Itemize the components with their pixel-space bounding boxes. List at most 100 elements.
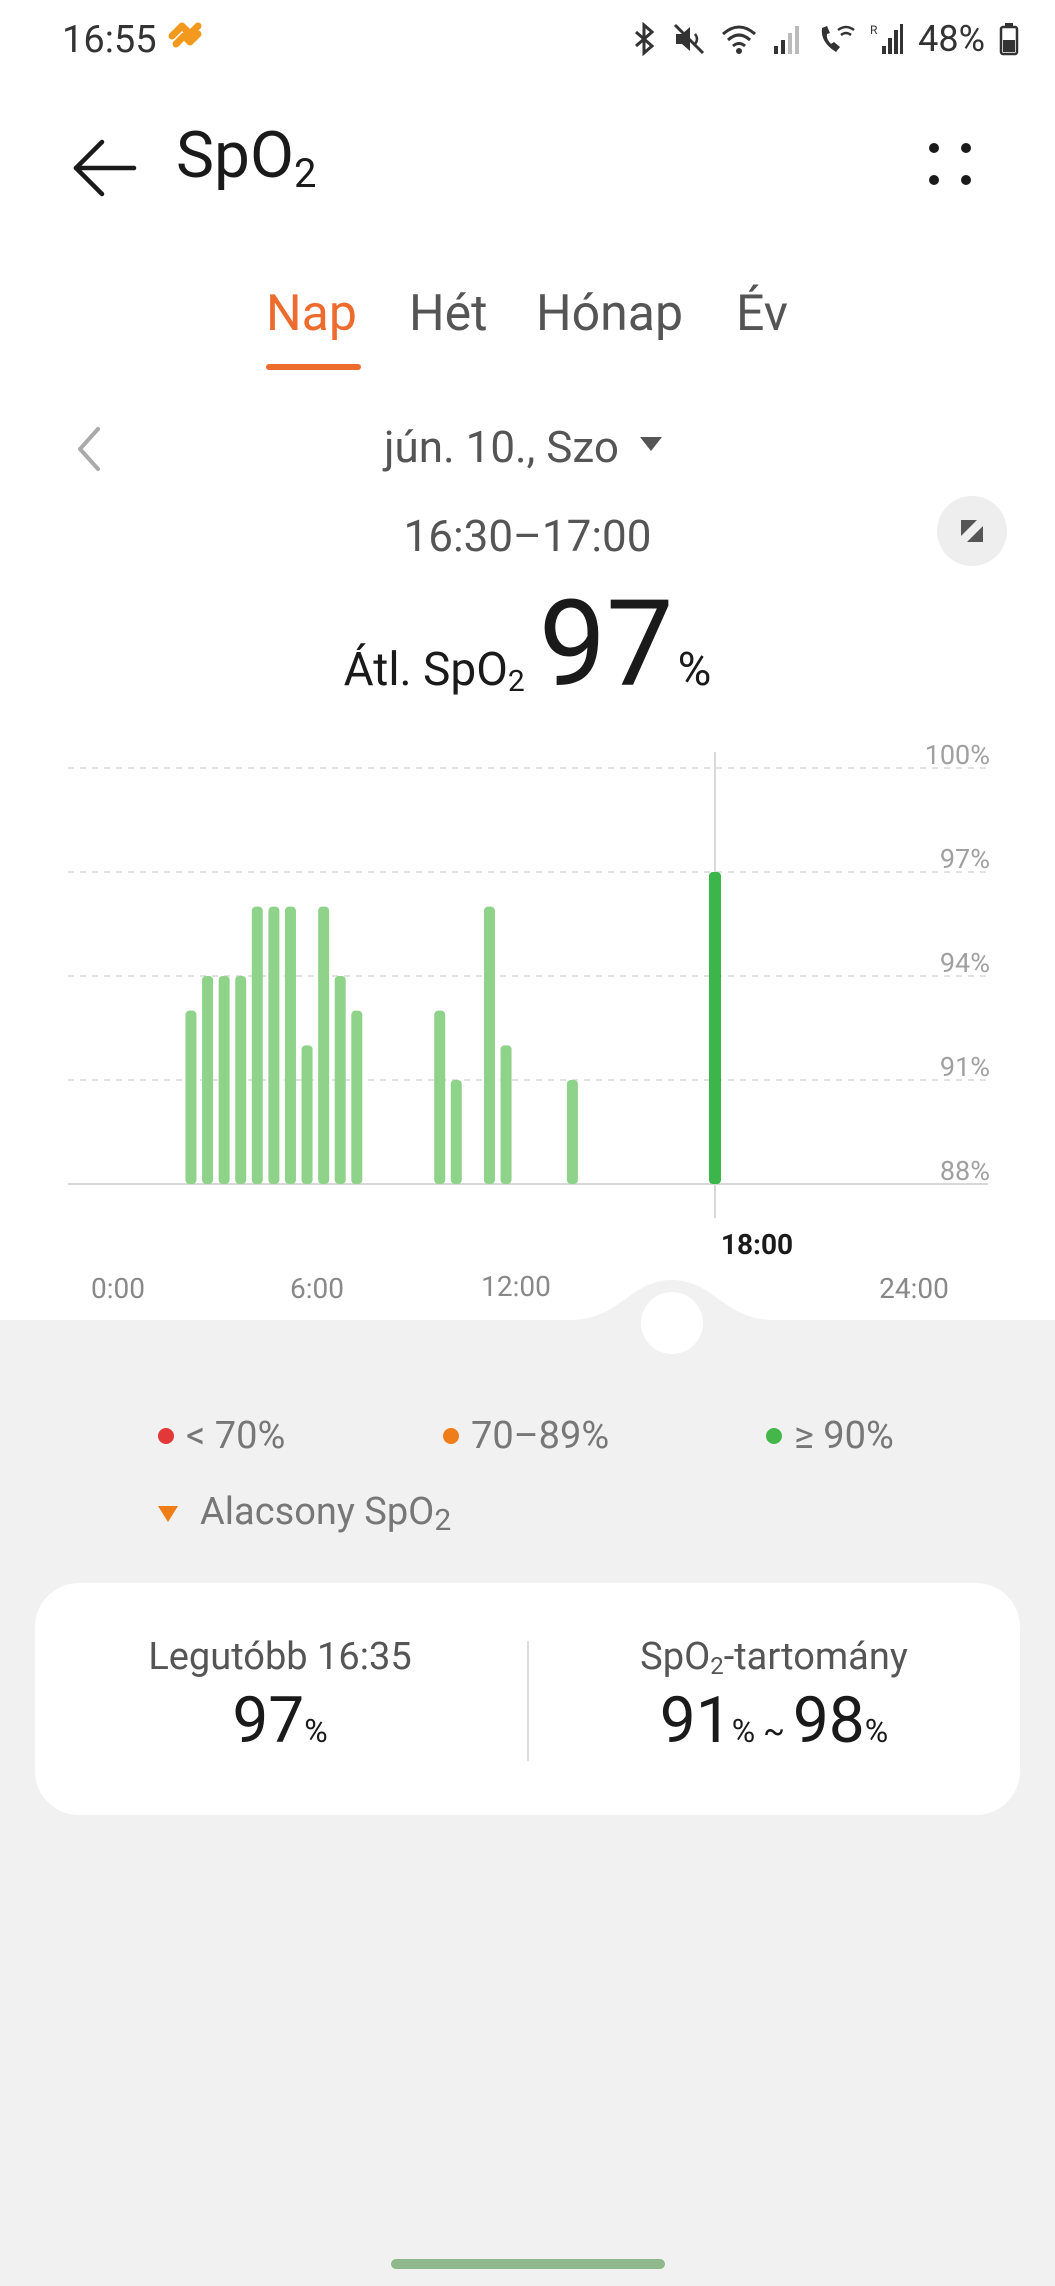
- fullscreen-button[interactable]: [937, 496, 1007, 566]
- range-separator: ~: [755, 1712, 793, 1750]
- average-spo2: Átl. SpO2 97%: [0, 575, 1055, 715]
- date-selector[interactable]: jún. 10., Szo: [384, 421, 619, 473]
- top-area: [0, 0, 1055, 1320]
- roaming-signal-icon: R: [870, 22, 904, 56]
- latest-label: Legutóbb 16:35: [148, 1635, 412, 1679]
- latest-value-row: 97%: [35, 1683, 525, 1758]
- dropdown-caret-icon[interactable]: [640, 437, 662, 451]
- legend-item-medium: 70–89%: [443, 1414, 609, 1458]
- bar: [185, 1010, 197, 1184]
- tab-week[interactable]: Hét: [409, 285, 488, 343]
- bar: [318, 906, 330, 1184]
- range-label-rest: -tartomány: [723, 1635, 908, 1679]
- legend-item-normal: ≥ 90%: [766, 1414, 894, 1458]
- average-unit: %: [677, 643, 712, 697]
- bar: [483, 906, 495, 1184]
- timeline-slider: [0, 1250, 1055, 1370]
- selected-time-label: 18:00: [721, 1228, 793, 1261]
- tab-month[interactable]: Hónap: [536, 285, 684, 343]
- green-dot-icon: [766, 1428, 782, 1444]
- bar: [235, 976, 247, 1184]
- health-app-notification-icon: [168, 22, 204, 58]
- latest-reading: Legutóbb 16:35 97%: [35, 1583, 525, 1815]
- home-gesture-bar[interactable]: [391, 2259, 665, 2269]
- average-value: 97: [538, 575, 674, 715]
- bar: [268, 906, 280, 1184]
- x-tick-label: 12:00: [481, 1270, 551, 1303]
- bar: [301, 1045, 313, 1184]
- app-header: SpO2: [0, 110, 1055, 210]
- tab-day[interactable]: Nap: [266, 285, 357, 343]
- range-min: 91: [659, 1683, 732, 1758]
- signal-icon: [772, 22, 802, 56]
- bar: [450, 1080, 462, 1184]
- svg-text:R: R: [870, 23, 878, 37]
- y-tick-label: 88%: [940, 1155, 990, 1187]
- stats-card: Legutóbb 16:35 97% SpO2-tartomány 91% ~ …: [35, 1583, 1020, 1815]
- status-bar: 16:55 R 48%: [0, 0, 1055, 80]
- red-dot-icon: [158, 1428, 174, 1444]
- chevron-left-icon: [78, 427, 100, 471]
- legend-label-medium: 70–89%: [471, 1414, 610, 1458]
- legend-label-low-spo2: Alacsony SpO2: [200, 1490, 451, 1538]
- range-min-unit: %: [731, 1712, 756, 1750]
- legend-item-low: < 70%: [158, 1414, 285, 1458]
- y-tick-label: 100%: [925, 739, 990, 771]
- range-label-main: SpO: [640, 1635, 711, 1679]
- chart-legend: < 70% 70–89% ≥ 90% Alacsony SpO2: [0, 1400, 1055, 1560]
- back-arrow-icon: [73, 139, 137, 197]
- expand-icon: [961, 520, 983, 542]
- bar: [500, 1045, 512, 1184]
- slider-handle[interactable]: [641, 1292, 703, 1354]
- more-options-button[interactable]: [910, 124, 990, 204]
- average-label-subscript: 2: [507, 664, 525, 699]
- bluetooth-icon: [632, 22, 658, 56]
- page-title-main: SpO: [176, 118, 294, 193]
- average-label: Átl. SpO2: [343, 643, 525, 699]
- previous-day-button[interactable]: [66, 419, 116, 479]
- orange-dot-icon: [443, 1428, 459, 1444]
- bar: [284, 906, 296, 1184]
- bar: [351, 1010, 363, 1184]
- bar: [434, 1010, 446, 1184]
- wifi-calling-icon: [816, 22, 856, 56]
- y-tick-label: 94%: [940, 947, 990, 979]
- active-tab-indicator: [266, 364, 361, 370]
- page-title-subscript: 2: [293, 150, 317, 197]
- x-tick-label: 0:00: [91, 1272, 145, 1305]
- back-button[interactable]: [68, 124, 148, 204]
- average-label-main: Átl. SpO: [343, 643, 508, 697]
- tab-year[interactable]: Év: [736, 285, 789, 343]
- x-tick-label: 6:00: [290, 1272, 344, 1305]
- period-tabs: Nap Hét Hónap Év: [0, 285, 1055, 375]
- page-title: SpO2: [176, 118, 316, 197]
- bar: [334, 976, 346, 1184]
- bar: [251, 906, 263, 1184]
- card-divider: [527, 1641, 529, 1761]
- spo2-chart[interactable]: 100% 97% 94% 91% 88% 18:00 0:00 6:00 12:00 24:00: [0, 730, 1055, 1320]
- bar: [202, 976, 214, 1184]
- mute-icon: [672, 22, 706, 56]
- date-navigation: jún. 10., Szo: [0, 415, 1055, 485]
- spo2-range: SpO2-tartomány 91% ~ 98%: [529, 1583, 1019, 1815]
- range-value-row: 91% ~ 98%: [529, 1683, 1019, 1758]
- latest-unit: %: [304, 1712, 328, 1750]
- latest-value: 97: [232, 1683, 305, 1758]
- battery-icon: [999, 22, 1019, 56]
- range-label-subscript: 2: [710, 1652, 724, 1680]
- spo2-bar-chart: 100% 97% 94% 91% 88% 18:00 0:00 6:00 12:00 24:00: [68, 739, 990, 1305]
- range-max: 98: [792, 1683, 865, 1758]
- battery-percent: 48%: [918, 18, 985, 60]
- y-tick-label: 97%: [940, 843, 990, 875]
- low-spo2-label-main: Alacsony SpO: [200, 1490, 435, 1534]
- legend-label-normal: ≥ 90%: [794, 1414, 894, 1458]
- legend-label-low: < 70%: [186, 1414, 286, 1458]
- status-time: 16:55: [62, 18, 157, 62]
- bar: [566, 1080, 578, 1184]
- x-tick-label: 24:00: [879, 1272, 949, 1305]
- range-max-unit: %: [864, 1712, 889, 1750]
- legend-item-low-spo2: Alacsony SpO2: [158, 1490, 451, 1538]
- bar: [218, 976, 230, 1184]
- orange-triangle-icon: [158, 1506, 178, 1522]
- low-spo2-label-subscript: 2: [434, 1503, 452, 1538]
